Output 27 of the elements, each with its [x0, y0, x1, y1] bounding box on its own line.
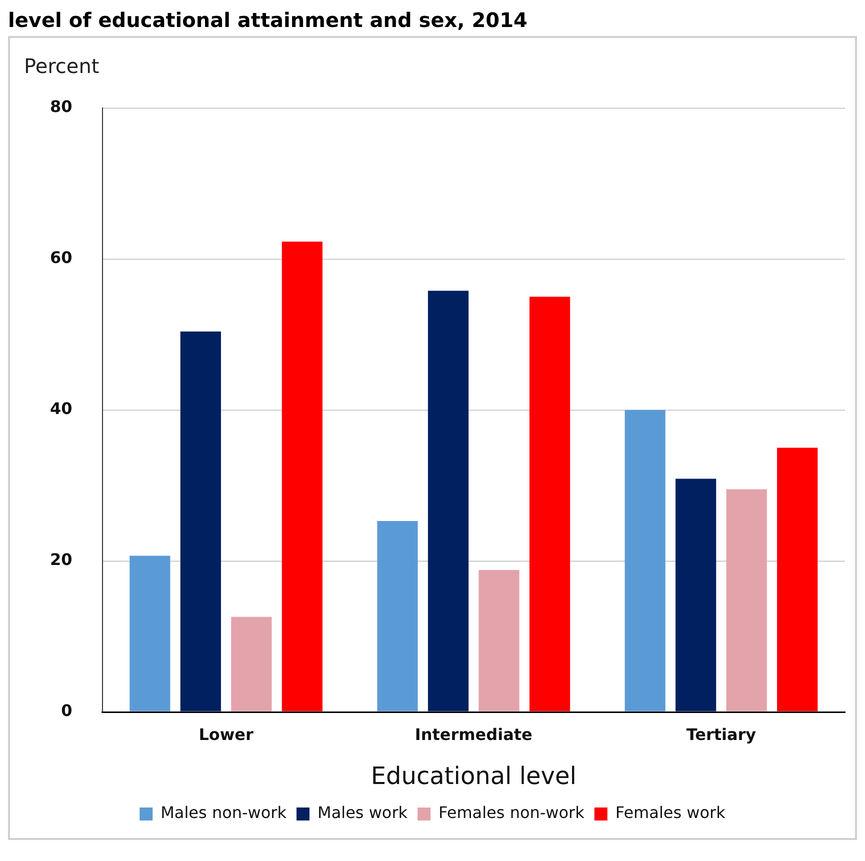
x-tick-label: Tertiary — [686, 724, 757, 744]
bar — [624, 410, 666, 712]
chart-title: level of educational attainment and sex, 2014 — [8, 8, 528, 32]
bar — [726, 489, 767, 712]
bar — [478, 570, 520, 712]
legend-label: Females non-work — [438, 803, 586, 822]
y-tick-label: 0 — [61, 701, 72, 720]
bar — [180, 331, 221, 712]
bar — [231, 616, 272, 712]
y-tick-label: 60 — [50, 248, 72, 268]
legend-label: Females work — [615, 803, 726, 822]
bar — [130, 556, 170, 712]
legend-label: Males non-work — [160, 803, 288, 822]
bar — [777, 448, 818, 712]
x-tick-label: Intermediate — [414, 724, 533, 744]
x-tick-label: Lower — [198, 724, 254, 744]
bar — [529, 296, 570, 712]
bar — [377, 520, 418, 712]
y-tick-label: 40 — [50, 399, 72, 418]
y-tick-label: 80 — [50, 97, 72, 116]
bar — [428, 290, 469, 712]
y-tick-label: 20 — [50, 550, 72, 570]
y-axis-title: Percent — [24, 54, 100, 78]
bar — [676, 478, 716, 712]
x-axis-title: Educational level — [370, 762, 576, 790]
legend-label: Males work — [318, 803, 408, 822]
bar — [282, 242, 322, 712]
